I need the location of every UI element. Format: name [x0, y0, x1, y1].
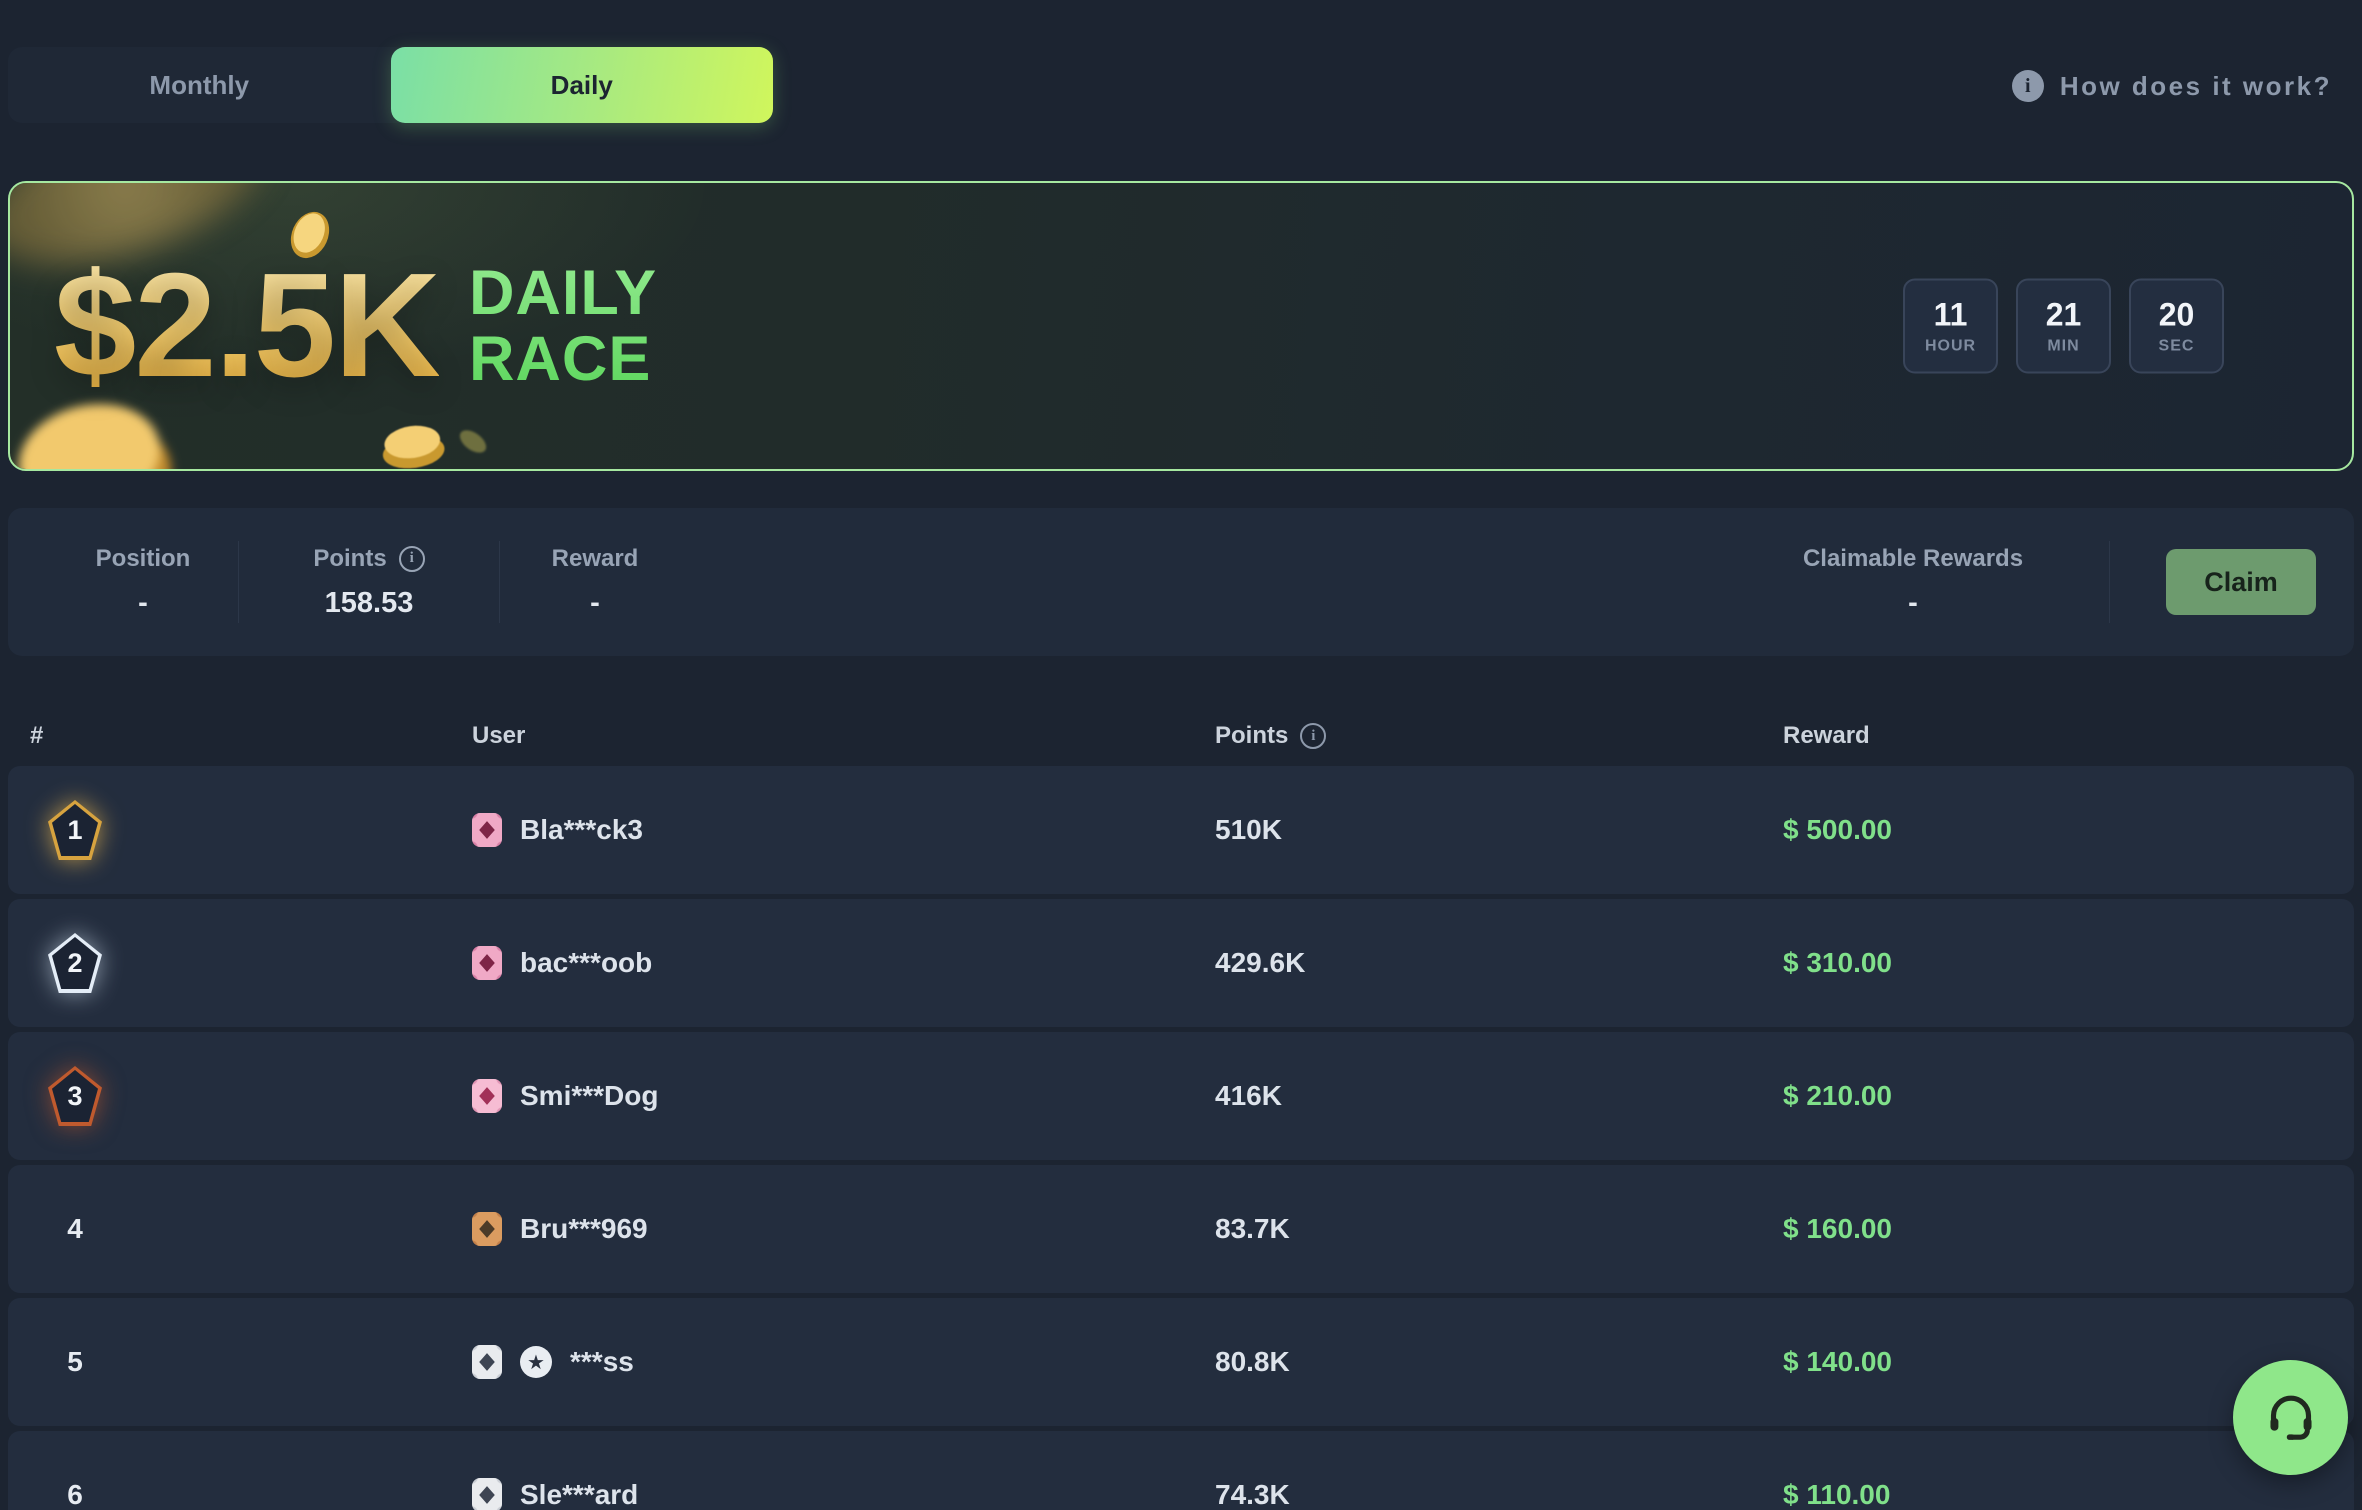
header-points: Points — [1215, 722, 1289, 749]
rank-tier-icon — [472, 1079, 502, 1113]
timer-seconds: 20 SEC — [2129, 278, 2224, 374]
timer-minutes-unit: MIN — [2047, 337, 2080, 355]
info-icon[interactable]: i — [1300, 723, 1327, 749]
divider — [238, 541, 239, 623]
race-title-line1: DAILY — [468, 258, 658, 328]
claimable-rewards-value: - — [1908, 586, 1918, 619]
header-rank: # — [30, 722, 44, 749]
prize-amount: $2.5K — [54, 243, 441, 408]
stat-claimable-rewards: Claimable Rewards - — [1773, 545, 2053, 620]
points-cell: 74.3K — [1215, 1479, 1290, 1510]
rank-number: 6 — [67, 1479, 83, 1510]
stat-reward: Reward - — [500, 545, 690, 620]
table-header: # User Points i Reward — [8, 710, 2354, 762]
star-emblem-icon: ★ — [520, 1346, 552, 1378]
info-icon: i — [2011, 70, 2044, 102]
info-icon[interactable]: i — [398, 545, 425, 572]
reward-cell: $ 310.00 — [1783, 947, 1892, 978]
rank-tier-icon — [472, 1212, 502, 1246]
rank-number: 4 — [67, 1213, 83, 1244]
points-cell: 429.6K — [1215, 947, 1306, 978]
table-row: 5 ★ ***ss 80.8K $ 140.00 — [8, 1298, 2354, 1426]
reward-cell: $ 500.00 — [1783, 814, 1892, 845]
rank-badge-silver: 2 — [48, 933, 102, 993]
table-row: 3 Smi***Dog 416K $ 210.00 — [8, 1032, 2354, 1160]
username: bac***oob — [520, 947, 653, 978]
timer-minutes-value: 21 — [2045, 296, 2082, 333]
claimable-rewards-label: Claimable Rewards — [1802, 544, 2024, 572]
timer-seconds-value: 20 — [2158, 296, 2195, 333]
stat-position: Position - — [48, 545, 238, 620]
position-label: Position — [95, 544, 191, 572]
rank-tier-icon — [472, 1345, 502, 1379]
points-cell: 83.7K — [1215, 1213, 1290, 1244]
race-title: DAILY RACE — [469, 260, 657, 392]
points-cell: 80.8K — [1215, 1346, 1290, 1377]
username: Bla***ck3 — [520, 814, 643, 845]
reward-value: - — [590, 586, 600, 619]
rank-badge-bronze: 3 — [48, 1066, 102, 1126]
claim-button[interactable]: Claim — [2166, 549, 2316, 615]
timer-hours-unit: HOUR — [1924, 337, 1977, 355]
username: ***ss — [570, 1346, 634, 1377]
reward-cell: $ 110.00 — [1783, 1479, 1891, 1510]
username: Sle***ard — [520, 1479, 639, 1510]
timer-hours: 11 HOUR — [1903, 278, 1998, 374]
reward-cell: $ 210.00 — [1783, 1080, 1892, 1111]
points-label: Points — [313, 544, 387, 572]
how-it-works-link[interactable]: i How does it work? — [2011, 60, 2332, 112]
rank-badge-gold: 1 — [48, 800, 102, 860]
how-it-works-label: How does it work? — [2059, 70, 2332, 101]
position-value: - — [138, 586, 148, 619]
reward-label: Reward — [551, 544, 639, 572]
timer-hours-value: 11 — [1933, 296, 1968, 333]
table-row: 1 Bla***ck3 510K $ 500.00 — [8, 766, 2354, 894]
headset-icon — [2269, 1395, 2312, 1440]
period-tabs: Monthly Daily — [8, 47, 773, 123]
rank-tier-icon — [472, 1478, 502, 1510]
timer-seconds-unit: SEC — [2158, 337, 2195, 355]
rank-tier-icon — [472, 813, 502, 847]
points-value: 158.53 — [324, 586, 414, 619]
username: Bru***969 — [520, 1213, 648, 1244]
table-row: 2 bac***oob 429.6K $ 310.00 — [8, 899, 2354, 1027]
support-button[interactable] — [2233, 1360, 2348, 1475]
tab-monthly[interactable]: Monthly — [8, 47, 391, 123]
leaderboard-table: 1 Bla***ck3 510K $ 500.00 2 bac***oob 42… — [8, 766, 2354, 1510]
header-reward: Reward — [1783, 722, 1870, 749]
divider — [499, 541, 500, 623]
race-title-line2: RACE — [468, 324, 652, 394]
username: Smi***Dog — [520, 1080, 659, 1111]
points-cell: 416K — [1215, 1080, 1282, 1111]
tab-daily[interactable]: Daily — [390, 47, 773, 123]
stat-points: Points i 158.53 — [239, 545, 499, 620]
race-banner: $2.5K DAILY RACE 11 HOUR 21 MIN 20 SEC — [8, 181, 2354, 471]
reward-cell: $ 160.00 — [1783, 1213, 1892, 1244]
points-cell: 510K — [1215, 814, 1282, 845]
timer-minutes: 21 MIN — [2016, 278, 2111, 374]
reward-cell: $ 140.00 — [1783, 1346, 1892, 1377]
table-row: 6 Sle***ard 74.3K $ 110.00 — [8, 1431, 2354, 1510]
rank-number: 5 — [67, 1346, 83, 1377]
countdown-timer: 11 HOUR 21 MIN 20 SEC — [1903, 278, 2224, 374]
rank-tier-icon — [472, 946, 502, 980]
divider — [2109, 541, 2110, 623]
header-user: User — [472, 722, 526, 749]
table-row: 4 Bru***969 83.7K $ 160.00 — [8, 1165, 2354, 1293]
stats-bar: Position - Points i 158.53 Reward - Clai… — [8, 508, 2354, 656]
